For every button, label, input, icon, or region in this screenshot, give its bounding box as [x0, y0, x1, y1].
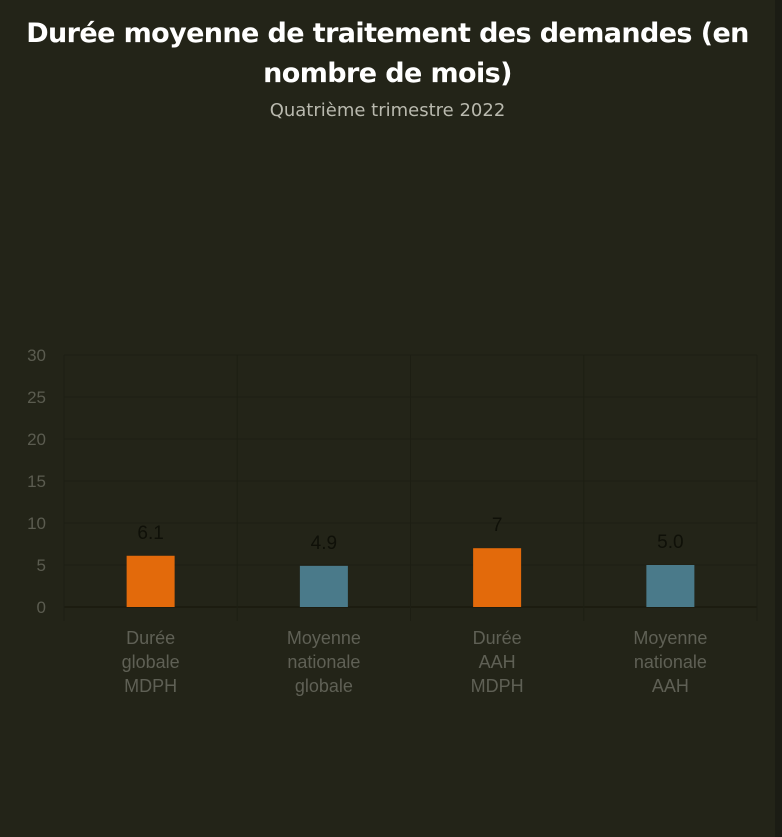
chart-title: Durée moyenne de traitement des demandes…: [26, 18, 749, 89]
x-tick-label: Durée AAH MDPH: [471, 628, 524, 696]
data-label: 7: [492, 515, 503, 536]
data-label: 4.9: [311, 533, 337, 554]
x-tick-line: globale: [122, 652, 180, 672]
x-tick-line: Durée: [473, 628, 522, 648]
x-tick-line: Durée: [126, 628, 175, 648]
x-tick-line: MDPH: [124, 676, 177, 696]
bar[interactable]: [646, 565, 695, 607]
chart-subtitle: Quatrième trimestre 2022: [269, 100, 506, 121]
scroll-edge: [775, 0, 782, 837]
x-tick-line: AAH: [652, 676, 689, 696]
x-tick-label: Moyenne nationale globale: [287, 628, 361, 696]
chart-grid: [63, 354, 758, 621]
y-tick-label: 10: [27, 514, 46, 533]
x-tick-line: Moyenne: [287, 628, 361, 648]
x-tick-label: Durée globale MDPH: [122, 628, 180, 696]
data-label: 6.1: [137, 523, 163, 544]
y-tick-label: 20: [27, 430, 46, 449]
x-tick-line: Moyenne: [633, 628, 707, 648]
y-axis-ticks: 0 5 10 15 20 25 30: [27, 346, 46, 617]
x-tick-label: Moyenne nationale AAH: [633, 628, 707, 696]
x-tick-line: nationale: [287, 652, 360, 672]
data-labels: 6.1 4.9 7 5.0: [137, 515, 683, 554]
x-tick-line: nationale: [634, 652, 707, 672]
x-tick-line: AAH: [479, 652, 516, 672]
y-tick-label: 5: [37, 556, 46, 575]
y-tick-label: 0: [37, 598, 46, 617]
x-tick-line: MDPH: [471, 676, 524, 696]
y-tick-label: 30: [27, 346, 46, 365]
bar[interactable]: [473, 548, 522, 607]
data-label: 5.0: [657, 532, 683, 553]
y-tick-label: 15: [27, 472, 46, 491]
x-tick-line: globale: [295, 676, 353, 696]
y-tick-label: 25: [27, 388, 46, 407]
bar[interactable]: [299, 565, 348, 607]
bars: [126, 548, 695, 607]
bar[interactable]: [126, 555, 175, 607]
